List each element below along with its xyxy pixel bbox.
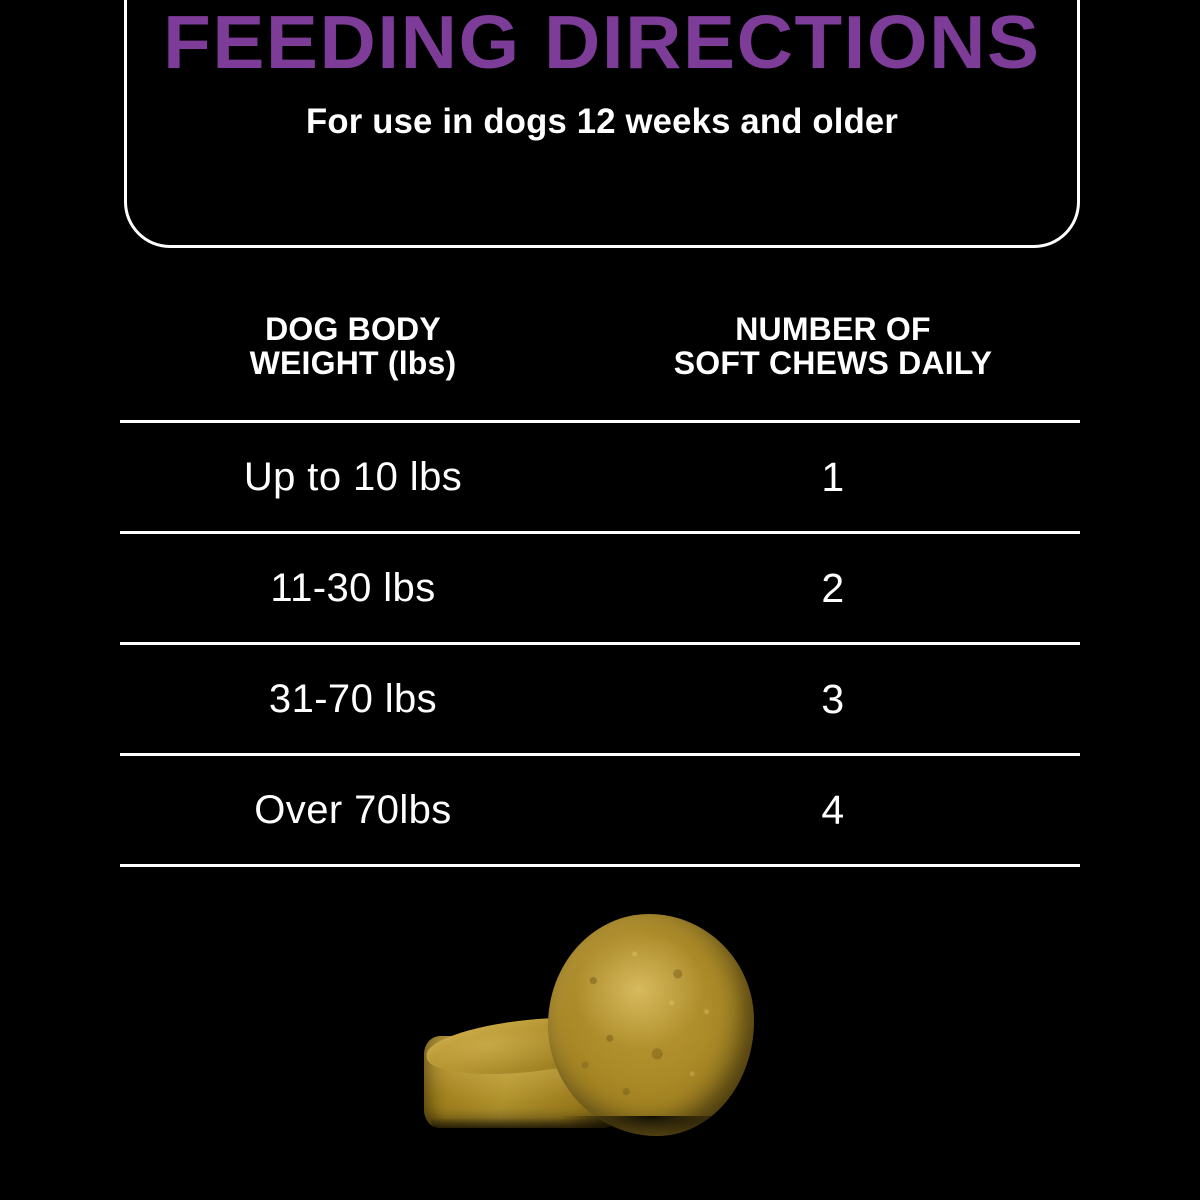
table-row: Over 70lbs 4 (120, 756, 1080, 864)
table-cell-chews: 4 (586, 786, 1080, 833)
soft-chews-photo (400, 900, 840, 1180)
table-cell-weight: Up to 10 lbs (120, 457, 586, 497)
chews-value: 2 (821, 564, 845, 611)
table-row: 31-70 lbs 3 (120, 645, 1080, 753)
soft-chew-standing-texture (548, 914, 754, 1136)
soft-chew-standing-shadow (562, 1116, 740, 1138)
table-rule-bottom (120, 864, 1080, 867)
table-row: Up to 10 lbs 1 (120, 423, 1080, 531)
table-header-cell-weight: DOG BODY WEIGHT (lbs) (120, 311, 586, 382)
column-header-dog-body-weight: DOG BODY WEIGHT (lbs) (249, 311, 457, 382)
table-header-cell-chews: NUMBER OF SOFT CHEWS DAILY (586, 311, 1080, 382)
soft-chew-standing-face (548, 914, 754, 1136)
column-header-number-of-soft-chews: NUMBER OF SOFT CHEWS DAILY (673, 311, 993, 382)
table-cell-chews: 1 (586, 453, 1080, 500)
table-cell-chews: 2 (586, 564, 1080, 611)
weight-value: 11-30 lbs (270, 566, 436, 610)
header-panel: FEEDING DIRECTIONS For use in dogs 12 we… (124, 0, 1080, 248)
page-title: FEEDING DIRECTIONS (163, 0, 1041, 84)
weight-value: Over 70lbs (254, 788, 452, 832)
table-rule (120, 753, 1080, 756)
page-subtitle: For use in dogs 12 weeks and older (305, 101, 899, 141)
table-rule (120, 642, 1080, 645)
weight-value: Up to 10 lbs (243, 455, 463, 499)
table-cell-chews: 3 (586, 675, 1080, 722)
table-cell-weight: 11-30 lbs (120, 568, 586, 608)
chews-value: 4 (821, 786, 845, 833)
table-rule-top (120, 420, 1080, 423)
chews-value: 3 (821, 675, 845, 722)
chews-value: 1 (821, 453, 845, 500)
weight-value: 31-70 lbs (268, 677, 438, 721)
table-cell-weight: Over 70lbs (120, 790, 586, 830)
header-content: FEEDING DIRECTIONS For use in dogs 12 we… (127, 0, 1077, 245)
feeding-table: DOG BODY WEIGHT (lbs) NUMBER OF SOFT CHE… (120, 300, 1080, 867)
table-rule (120, 531, 1080, 534)
table-header-row: DOG BODY WEIGHT (lbs) NUMBER OF SOFT CHE… (120, 300, 1080, 420)
soft-chew-standing (548, 914, 754, 1138)
table-cell-weight: 31-70 lbs (120, 679, 586, 719)
table-row: 11-30 lbs 2 (120, 534, 1080, 642)
